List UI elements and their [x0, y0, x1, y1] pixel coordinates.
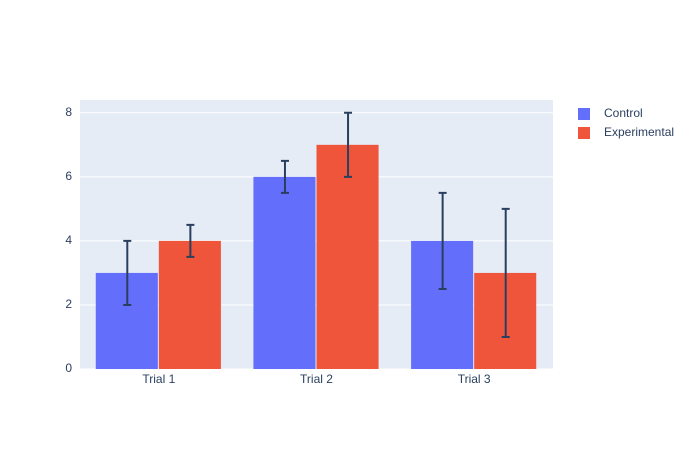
- error-bar: [501, 207, 510, 338]
- legend-label: Experimental: [604, 125, 674, 139]
- error-bar: [438, 191, 447, 290]
- x-tick-label: Trial 1: [142, 372, 175, 386]
- legend-label: Control: [604, 106, 643, 120]
- x-tick-label: Trial 3: [458, 372, 491, 386]
- y-tick-label: 8: [65, 105, 72, 119]
- error-bar: [186, 223, 195, 258]
- error-bar: [344, 111, 353, 178]
- x-tick-label: Trial 2: [300, 372, 333, 386]
- error-bar: [280, 159, 289, 194]
- y-tick-label: 0: [65, 361, 72, 375]
- legend-swatch: [578, 108, 590, 120]
- bar: [158, 240, 221, 369]
- y-tick-label: 2: [65, 297, 72, 311]
- bar: [253, 176, 316, 369]
- y-tick-label: 6: [65, 169, 72, 183]
- y-tick-label: 4: [65, 233, 72, 247]
- error-bar: [123, 239, 132, 306]
- legend-swatch: [578, 127, 590, 139]
- bar: [316, 144, 379, 369]
